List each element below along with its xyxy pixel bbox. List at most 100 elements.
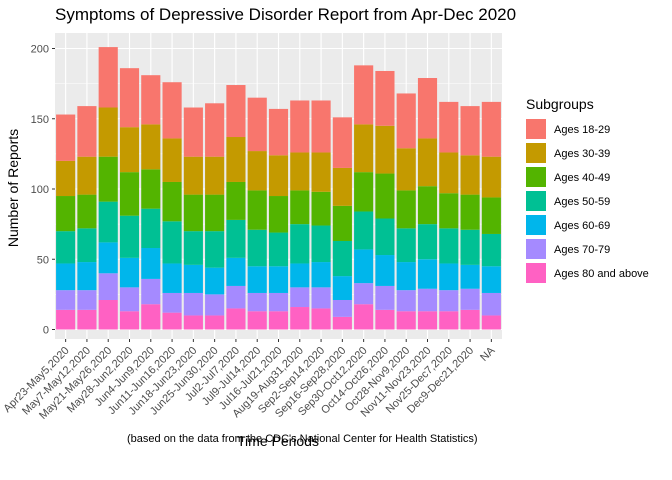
bar-segment (141, 75, 161, 125)
legend-label: Ages 80 and above (554, 268, 649, 280)
bar-segment (481, 292, 501, 316)
bar-segment (311, 308, 331, 330)
legend-swatch (526, 239, 546, 259)
legend-swatch (526, 119, 546, 139)
bar-segment (56, 231, 76, 264)
bar-segment (205, 315, 225, 330)
bar-segment (332, 240, 352, 277)
bar-segment (226, 285, 246, 309)
bar-segment (247, 229, 267, 267)
bar-segment (354, 283, 374, 305)
bar-segment (247, 190, 267, 230)
bar-segment (417, 186, 438, 225)
bar-segment (332, 316, 352, 330)
bar-segment (56, 309, 76, 330)
bar-segment (247, 292, 267, 312)
bar-segment (375, 285, 395, 310)
bar-segment (268, 292, 289, 312)
legend-swatch (526, 191, 546, 211)
bar-segment (332, 117, 352, 168)
bar-segment (162, 292, 182, 313)
bar-segment (268, 266, 289, 293)
bar-segment (396, 148, 416, 191)
bar-segment (119, 257, 140, 288)
bar-segment (98, 299, 118, 330)
bar-segment (119, 311, 140, 330)
caption: (based on the data from the CDC's Nation… (127, 433, 478, 445)
bar-segment (311, 100, 331, 153)
bar-segment (460, 229, 480, 265)
bar-segment (396, 228, 416, 263)
bar-segment (226, 181, 246, 220)
bar-segment (98, 242, 118, 274)
bar-segment (162, 82, 182, 139)
bar-segment (481, 197, 501, 234)
bar-segment (119, 215, 140, 258)
y-axis-title: Number of Reports (5, 129, 21, 247)
bar-segment (375, 255, 395, 286)
bar-segment (375, 125, 395, 174)
bar-segment (77, 156, 97, 195)
bar-segment (311, 191, 331, 226)
bar-segment (332, 167, 352, 206)
y-tick-label: 150 (31, 114, 49, 126)
bar-segment (162, 221, 182, 264)
bar-segment (98, 201, 118, 243)
bar-segment (205, 194, 225, 232)
bar-segment (396, 290, 416, 312)
bar-segment (205, 294, 225, 316)
bar-segment (268, 155, 289, 197)
bars (56, 47, 501, 330)
bar-segment (247, 311, 267, 330)
bar-segment (183, 292, 203, 316)
bar-segment (205, 267, 225, 295)
bar-segment (417, 78, 438, 139)
x-axis-title: Time Periods (237, 433, 319, 449)
bar-segment (290, 287, 310, 308)
bar-segment (162, 263, 182, 293)
bar-segment (183, 107, 203, 157)
bar-segment (311, 262, 331, 288)
x-axis-ticks: Apr23-May5,2020May7-May12,2020May21-May2… (1, 339, 498, 422)
bar-segment (77, 262, 97, 291)
bar-segment (396, 190, 416, 229)
bar-segment (439, 152, 459, 194)
legend-label: Ages 30-39 (554, 148, 610, 160)
y-axis-ticks: 0 50 100 150 200 (31, 44, 55, 337)
y-tick-label: 200 (31, 44, 49, 56)
bar-segment (375, 70, 395, 126)
bar-segment (354, 249, 374, 284)
bar-segment (354, 172, 374, 212)
bar-segment (439, 290, 459, 312)
bar-segment (183, 264, 203, 293)
y-tick-label: 50 (37, 254, 49, 266)
bar-segment (141, 124, 161, 170)
bar-segment (77, 290, 97, 310)
bar-segment (375, 173, 395, 219)
bar-segment (290, 263, 310, 288)
bar-segment (247, 151, 267, 191)
bar-segment (481, 233, 501, 267)
bar-segment (268, 232, 289, 267)
bar-segment (77, 194, 97, 229)
bar-segment (354, 211, 374, 250)
bar-segment (183, 194, 203, 232)
legend-label: Ages 70-79 (554, 244, 610, 256)
bar-segment (226, 137, 246, 182)
bar-segment (119, 68, 140, 128)
legend-title: Subgroups (526, 96, 594, 112)
bar-segment (77, 228, 97, 263)
bar-segment (141, 278, 161, 305)
legend-swatch (526, 167, 546, 187)
bar-segment (247, 97, 267, 152)
bar-segment (481, 315, 501, 330)
bar-segment (226, 85, 246, 138)
bar-segment (290, 307, 310, 330)
bar-segment (162, 138, 182, 182)
y-tick-label: 0 (43, 325, 49, 337)
x-tick-label: NA (478, 344, 498, 364)
bar-segment (98, 273, 118, 300)
bar-segment (396, 262, 416, 291)
bar-segment (460, 155, 480, 195)
